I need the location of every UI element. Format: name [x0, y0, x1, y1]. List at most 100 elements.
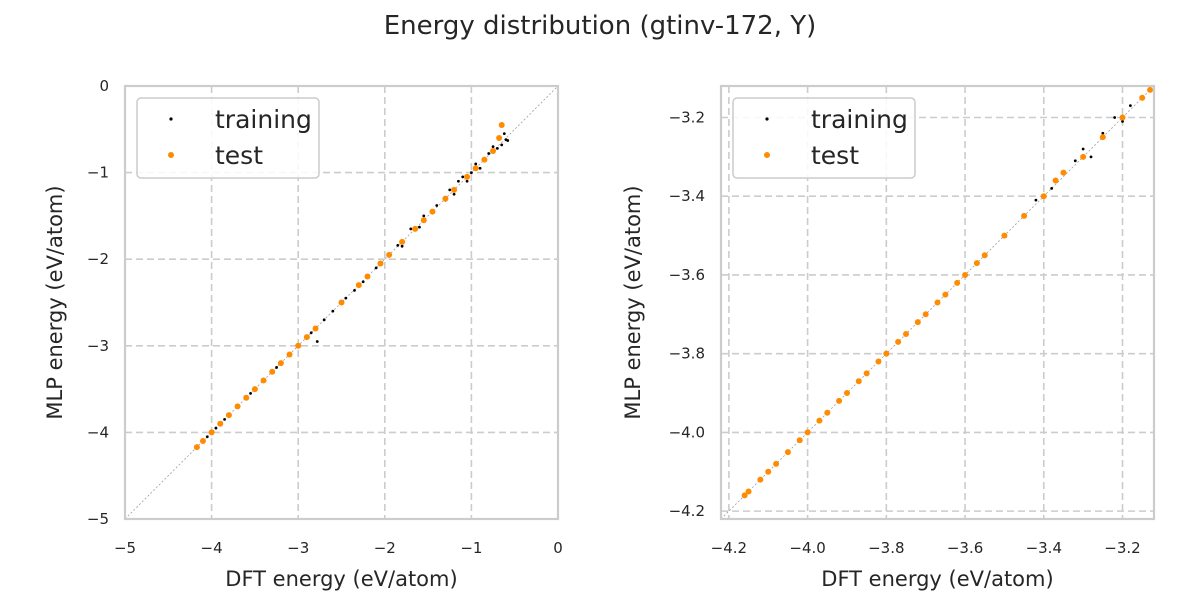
test-point: [193, 444, 200, 451]
y-tick-label: −4.2: [669, 502, 705, 520]
training-point: [309, 331, 313, 335]
test-point: [1021, 212, 1028, 219]
training-point: [418, 225, 421, 229]
test-point: [490, 147, 497, 154]
x-axis-label: DFT energy (eV/atom): [225, 567, 457, 591]
test-point: [1147, 86, 1154, 93]
y-tick-label: −3.8: [669, 345, 705, 363]
legend-training-marker: [765, 117, 769, 121]
test-point: [843, 390, 850, 397]
legend-test-label: test: [215, 141, 263, 170]
axes-frame: [123, 84, 560, 521]
training-point: [315, 340, 319, 343]
right-scatter-panel: −4.2 −4.0 −3.8 −3.6 −3.4 −3.2 −4.2 −4.0 −3.8 −3.6…: [621, 84, 1156, 591]
x-tick-label: −3.2: [1104, 539, 1140, 557]
x-tick-label: −5: [114, 539, 136, 557]
test-point: [903, 330, 910, 337]
x-tick-label: −4.0: [789, 539, 825, 557]
legend-training-marker: [169, 117, 173, 121]
training-point: [1089, 155, 1093, 159]
test-point: [399, 238, 406, 245]
left-scatter-panel: −5 −4 −3 −2 −1 0 −5 −4 −3 −2 −1 0 DFT energy (eV/ato…: [43, 77, 563, 591]
test-point: [875, 358, 882, 365]
test-point: [855, 378, 862, 385]
test-point: [429, 208, 436, 215]
x-tick-label: −3.8: [868, 539, 904, 557]
y-tick-label: −3.2: [669, 108, 705, 126]
test-point: [863, 370, 870, 377]
training-point: [275, 366, 278, 369]
training-point: [1034, 198, 1038, 202]
test-point: [804, 429, 811, 436]
training-point: [322, 318, 326, 322]
x-axis-label: DFT energy (eV/atom): [821, 567, 1053, 591]
test-point: [1001, 232, 1008, 239]
legend-test-label: test: [811, 141, 859, 170]
axes-frame: [719, 84, 1156, 521]
training-point: [374, 266, 378, 270]
test-point: [225, 412, 232, 419]
training-point: [487, 152, 491, 155]
legend-box: [136, 97, 320, 179]
test-point: [199, 438, 206, 445]
test-point: [312, 325, 319, 332]
test-point: [942, 291, 949, 298]
y-tick-label: −2: [87, 250, 109, 268]
test-point: [981, 252, 988, 259]
legend: training test: [136, 97, 320, 179]
training-point: [344, 296, 348, 300]
test-point: [757, 476, 764, 483]
test-point: [773, 460, 780, 467]
test-point: [765, 468, 772, 475]
test-point: [243, 394, 250, 401]
test-point: [234, 403, 241, 410]
training-point: [452, 192, 456, 196]
test-point: [784, 449, 791, 456]
test-point: [269, 368, 276, 375]
training-point: [461, 175, 465, 179]
test-point: [1060, 169, 1067, 176]
test-point: [472, 165, 479, 172]
test-point: [1119, 114, 1126, 121]
legend-box: [732, 97, 916, 179]
test-point: [481, 156, 488, 163]
test-point: [1139, 94, 1146, 101]
training-point: [422, 214, 426, 218]
training-point: [502, 132, 506, 136]
training-point: [1113, 116, 1117, 119]
test-point: [277, 360, 284, 367]
y-tick-label: −3.6: [669, 266, 705, 284]
y-tick-label: −3.4: [669, 187, 705, 205]
training-point: [1081, 147, 1085, 151]
y-tick-label: −4: [87, 423, 109, 441]
test-point: [922, 311, 929, 318]
test-point: [303, 334, 310, 341]
training-point: [435, 204, 439, 207]
test-point: [251, 386, 258, 393]
test-point: [1040, 193, 1047, 200]
training-point: [205, 435, 209, 439]
legend-test-marker: [168, 152, 174, 158]
x-tick-label: −3: [287, 539, 309, 557]
x-tick-label: 0: [553, 539, 563, 557]
x-tick-label: −4.2: [711, 539, 747, 557]
y-tick-label: −5: [87, 510, 109, 528]
test-point: [934, 299, 941, 306]
test-point: [1099, 134, 1106, 141]
test-point: [895, 338, 902, 345]
training-point: [214, 426, 218, 430]
test-point: [295, 342, 302, 349]
legend: training test: [732, 97, 916, 179]
training-point: [474, 162, 478, 166]
x-tick-label: −2: [374, 539, 396, 557]
test-point: [816, 417, 823, 424]
training-point: [409, 227, 413, 231]
test-point: [741, 492, 748, 499]
y-tick-label: −1: [87, 164, 109, 182]
test-point: [420, 217, 427, 224]
test-point: [1080, 153, 1087, 160]
x-tick-label: −4: [201, 539, 223, 557]
training-point: [249, 392, 252, 395]
test-point: [1052, 177, 1059, 184]
training-point: [361, 280, 365, 284]
